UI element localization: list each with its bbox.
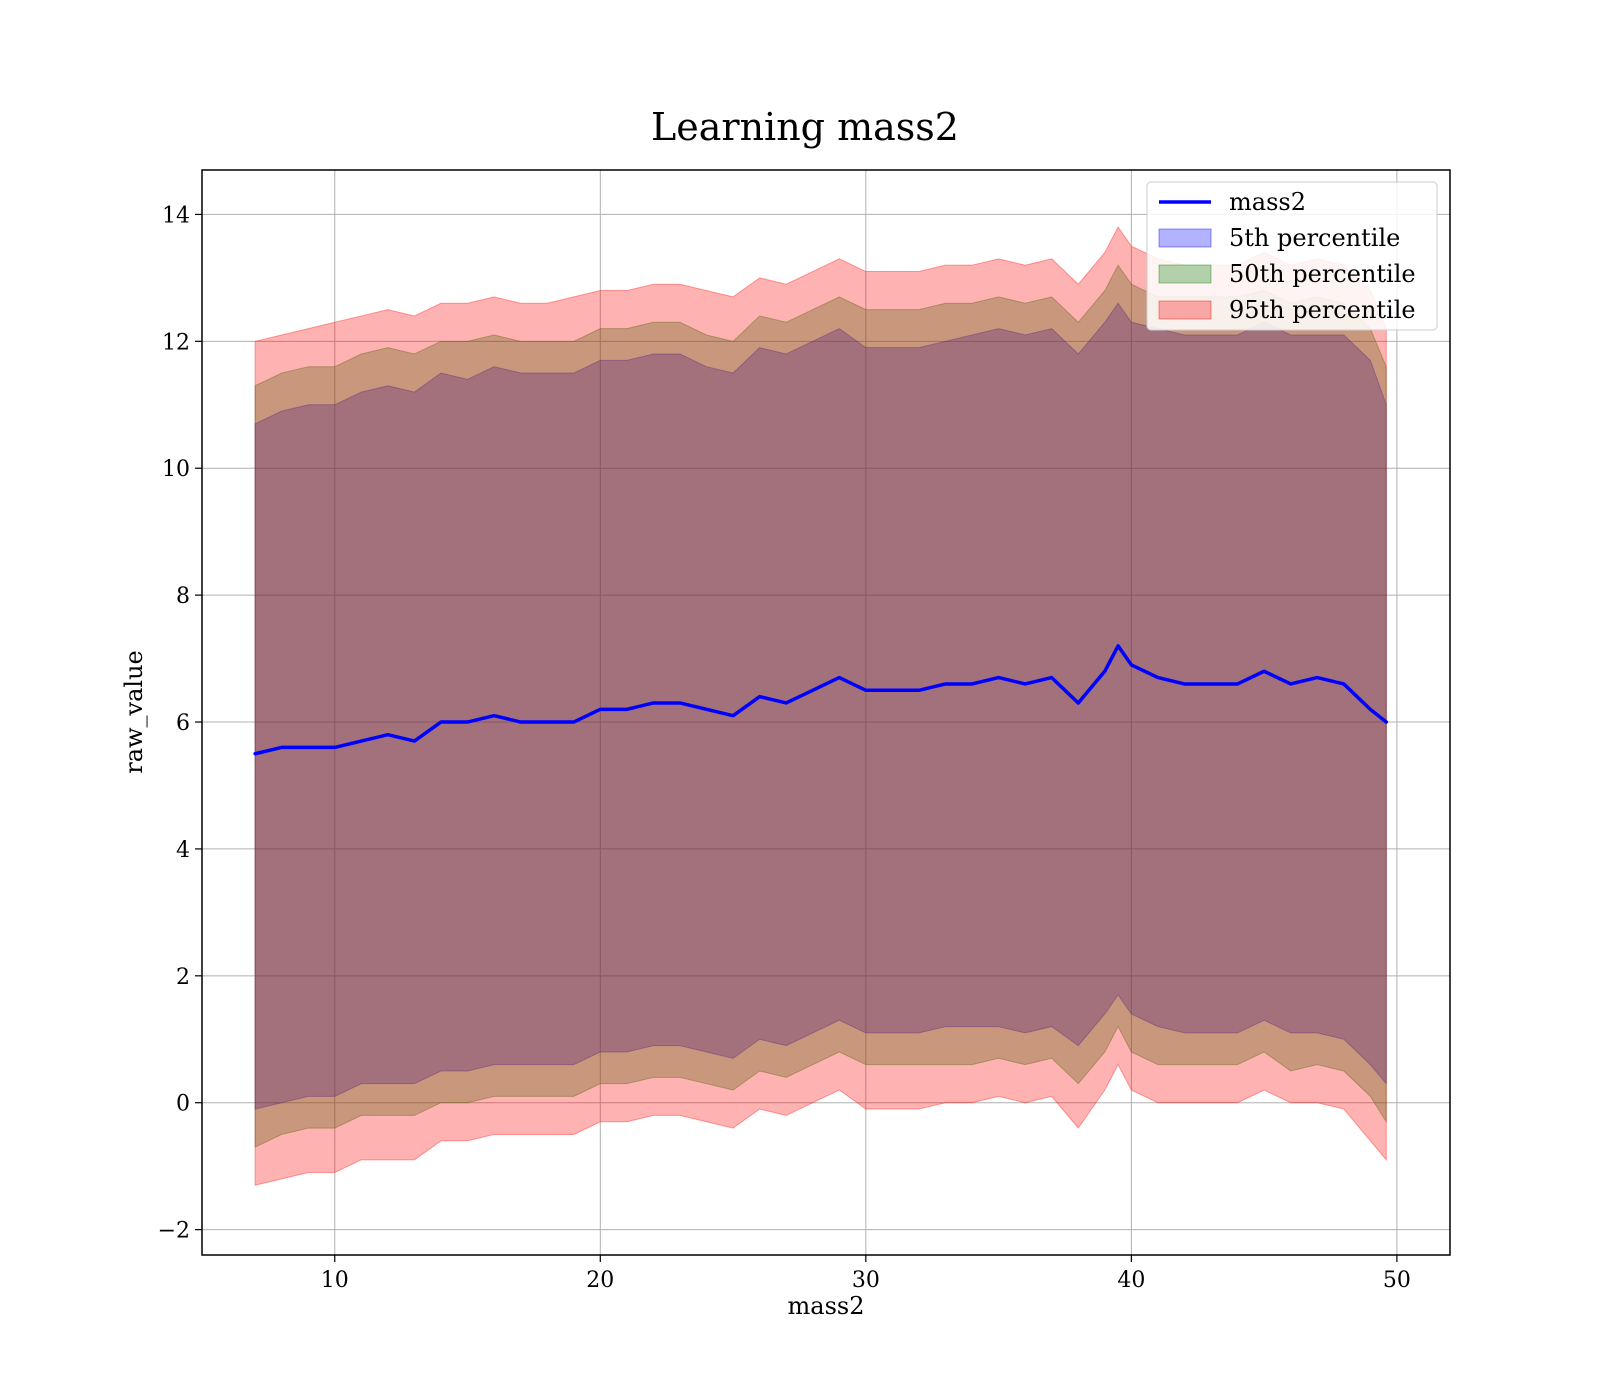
chart-title: Learning mass2 xyxy=(651,105,959,149)
x-axis-label: mass2 xyxy=(788,1292,865,1320)
y-tick-label: 12 xyxy=(162,330,190,355)
x-tick-label: 10 xyxy=(321,1268,349,1293)
y-tick-label: 14 xyxy=(162,203,190,228)
legend-label: 95th percentile xyxy=(1229,296,1416,324)
axis-ticks: 10 20 30 40 50 −2 0 2 4 6 8 10 12 14 xyxy=(158,203,1411,1293)
x-tick-label: 40 xyxy=(1117,1268,1145,1293)
legend-label: 50th percentile xyxy=(1229,260,1416,288)
line-mass2 xyxy=(253,644,1389,756)
y-axis-label: raw_value xyxy=(120,650,148,774)
legend-band-swatch xyxy=(1158,300,1212,320)
legend-band-swatch xyxy=(1158,228,1212,248)
x-tick-label: 30 xyxy=(852,1268,880,1293)
band-5th-percentile xyxy=(254,302,1387,1110)
y-tick-label: 0 xyxy=(176,1092,190,1117)
series-lines xyxy=(253,644,1389,756)
legend: mass2 5th percentile 50th percentile 95th p… xyxy=(1146,181,1438,331)
y-tick-label: 8 xyxy=(176,584,190,609)
legend-label: 5th percentile xyxy=(1229,224,1400,252)
percentile-bands xyxy=(254,226,1387,1186)
y-tick-label: 6 xyxy=(176,711,190,736)
y-tick-label: −2 xyxy=(158,1219,190,1244)
legend-label: mass2 xyxy=(1229,188,1306,216)
grid xyxy=(202,170,1450,1255)
y-tick-label: 2 xyxy=(176,965,190,990)
legend-box xyxy=(1146,181,1438,331)
band-50th-percentile xyxy=(254,264,1387,1148)
y-tick-label: 4 xyxy=(176,838,190,863)
x-tick-label: 20 xyxy=(586,1268,614,1293)
band-95th-percentile xyxy=(254,226,1387,1186)
plot-frame xyxy=(201,169,1451,1256)
y-tick-label: 10 xyxy=(162,457,190,482)
legend-band-swatch xyxy=(1158,264,1212,284)
x-tick-label: 50 xyxy=(1383,1268,1411,1293)
